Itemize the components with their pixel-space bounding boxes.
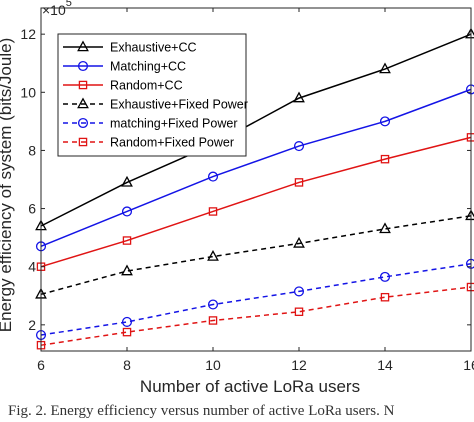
x-tick-label: 12 — [291, 357, 307, 373]
x-tick-label: 14 — [377, 357, 393, 373]
legend-box — [57, 33, 247, 157]
data-point-series-6 — [208, 316, 218, 325]
x-tick-label: 10 — [205, 357, 221, 373]
legend-marker-6 — [78, 137, 88, 147]
y-tick-label: 4 — [28, 259, 36, 275]
y-multiplier: ×105 — [42, 0, 72, 18]
series-line-5 — [40, 263, 472, 336]
data-point-series-2 — [207, 171, 219, 182]
legend-marker-5 — [77, 117, 89, 129]
legend-marker-4 — [77, 97, 89, 109]
data-point-series-4 — [379, 222, 391, 234]
line-chart: 6 8 10 12 14 16 2 4 6 8 10 12 Exhaustive+CC Matching… — [0, 0, 474, 396]
plot-frame — [40, 7, 472, 352]
axis-ticks: 6 8 10 12 14 16 2 4 6 8 10 12 — [20, 8, 474, 373]
data-point-series-3 — [294, 178, 304, 187]
data-point-series-1 — [121, 175, 133, 187]
y-axis-title: Energy efficiency of system (bits/Joule) — [0, 38, 15, 332]
y-multiplier-base: ×10 — [42, 2, 66, 18]
data-point-series-1 — [379, 62, 391, 74]
legend-marker-1 — [77, 40, 89, 52]
legend-marker-2 — [77, 60, 89, 72]
data-point-series-1 — [293, 91, 305, 103]
series-lines — [40, 33, 472, 346]
y-tick-label: 2 — [28, 317, 36, 333]
data-point-series-2 — [121, 206, 133, 217]
legend-label-4: Exhaustive+Fixed Power — [110, 98, 248, 112]
legend-label-2: Matching+CC — [110, 60, 186, 74]
x-tick-label: 16 — [463, 357, 474, 373]
data-point-series-5 — [293, 286, 305, 297]
data-point-series-5 — [379, 271, 391, 282]
legend-label-6: Random+Fixed Power — [110, 136, 234, 150]
y-tick-label: 6 — [28, 201, 36, 217]
y-tick-label: 10 — [20, 84, 36, 100]
data-point-series-4 — [121, 264, 133, 276]
data-point-series-3 — [208, 207, 218, 216]
data-point-series-4 — [293, 236, 305, 248]
series-line-3 — [40, 136, 472, 268]
legend-label-3: Random+CC — [110, 79, 183, 93]
series-line-6 — [40, 286, 472, 346]
x-tick-label: 8 — [123, 357, 131, 373]
legend-marker-3 — [78, 80, 88, 90]
series-line-4 — [40, 215, 472, 296]
data-point-series-6 — [122, 327, 132, 337]
data-point-series-4 — [207, 249, 219, 261]
data-point-series-2 — [379, 116, 391, 127]
y-tick-label: 12 — [20, 26, 36, 42]
data-point-series-5 — [207, 299, 219, 310]
x-axis-title: Number of active LoRa users — [140, 377, 360, 396]
legend-label-5: matching+Fixed Power — [110, 117, 238, 131]
series-line-2 — [40, 88, 472, 248]
y-multiplier-exponent: 5 — [66, 0, 72, 9]
legend-label-1: Exhaustive+CC — [110, 41, 197, 55]
y-tick-label: 8 — [28, 142, 36, 158]
data-point-series-5 — [121, 316, 133, 327]
legend: Exhaustive+CC Matching+CC Random+CC Exhaust… — [57, 33, 248, 157]
data-point-series-6 — [294, 307, 304, 317]
figure-caption: Fig. 2. Energy efficiency versus number … — [8, 403, 395, 419]
data-point-series-6 — [380, 292, 390, 302]
data-point-series-3 — [122, 236, 132, 245]
x-tick-label: 6 — [37, 357, 45, 373]
data-point-series-3 — [380, 154, 390, 164]
data-point-series-2 — [293, 141, 305, 152]
series-line-1 — [40, 33, 472, 227]
